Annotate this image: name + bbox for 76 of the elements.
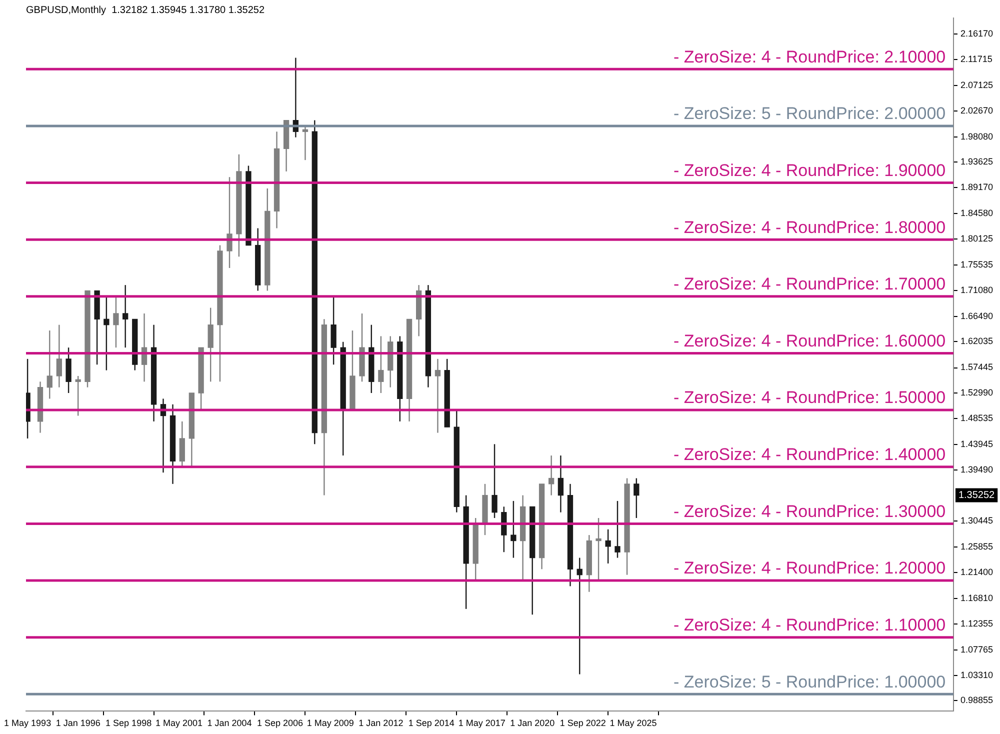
y-tick-label: 1.84580 [960, 208, 994, 218]
y-tick-label: 1.30445 [960, 516, 994, 526]
x-tick-label: 1 Jan 2020 [510, 718, 555, 728]
y-tick-label: 1.39490 [960, 464, 994, 474]
x-tick-label: 1 Sep 1998 [106, 718, 152, 728]
candlestick [330, 296, 336, 366]
y-tick-label: 1.62035 [960, 336, 994, 346]
candlestick [226, 176, 232, 269]
y-tick-label: 0.98855 [960, 695, 994, 706]
y-tick-label: 1.57445 [960, 362, 994, 372]
candlestick [378, 336, 384, 394]
y-tick-label: 1.12355 [960, 618, 994, 628]
y-tick-label: 1.98080 [960, 131, 994, 142]
x-tick-label: 1 May 1993 [4, 718, 52, 728]
y-tick-label: 1.07765 [960, 644, 994, 655]
candlestick [576, 557, 582, 675]
ref-line-label: - ZeroSize: 4 - RoundPrice: 1.40000 [673, 445, 946, 464]
candlestick [75, 375, 81, 416]
x-tick-label: 1 Sep 2022 [560, 718, 606, 728]
x-tick-label: 1 May 2009 [306, 718, 354, 728]
candlestick [122, 284, 128, 348]
ref-line-label: - ZeroSize: 5 - RoundPrice: 1.00000 [673, 672, 946, 692]
candlestick [548, 454, 554, 496]
text: 1.35252 [958, 490, 996, 502]
ref-line-label: - ZeroSize: 4 - RoundPrice: 1.60000 [673, 331, 946, 350]
y-tick-label: 2.02670 [960, 105, 994, 116]
y-tick-label: 2.07125 [960, 80, 994, 90]
ref-line-label: - ZeroSize: 4 - RoundPrice: 1.30000 [673, 502, 946, 521]
x-tick-label: 1 Jan 1996 [56, 718, 100, 728]
x-tick-label: 1 Jan 2012 [358, 718, 404, 728]
x-tick-label: 1 Sep 2006 [256, 718, 304, 728]
y-tick-label: 2.11715 [960, 54, 992, 64]
candlestick [558, 454, 564, 513]
x-tick-label: 1 Sep 2014 [408, 718, 454, 728]
candlestick [113, 296, 119, 348]
candlestick [434, 358, 441, 434]
ref-line-label: - ZeroSize: 4 - RoundPrice: 1.50000 [673, 388, 946, 408]
ref-line-label: - ZeroSize: 4 - RoundPrice: 1.80000 [673, 218, 946, 237]
y-tick-label: 2.16170 [960, 28, 994, 39]
y-tick-label: 1.71080 [960, 284, 994, 295]
y-tick-label: 1.75535 [960, 259, 994, 270]
candlestick [492, 444, 498, 519]
candlestick [605, 528, 611, 564]
candlestick [510, 500, 516, 558]
ref-line-label: - ZeroSize: 5 - RoundPrice: 2.00000 [673, 104, 946, 124]
ref-line-label: - ZeroSize: 4 - RoundPrice: 1.20000 [673, 558, 946, 578]
candlestick [614, 500, 620, 558]
candlestick [179, 420, 185, 468]
candlestick [66, 346, 72, 394]
y-tick-label: 1.66490 [960, 310, 994, 321]
candlestick [302, 125, 308, 161]
y-tick-label: 1.93625 [960, 156, 994, 167]
ref-line-label: - ZeroSize: 4 - RoundPrice: 1.90000 [673, 160, 946, 180]
candlestick [104, 296, 110, 371]
candlestick [46, 330, 52, 400]
x-tick-label: 1 May 2025 [610, 718, 657, 728]
candlestick [596, 517, 602, 582]
ref-line-label: - ZeroSize: 4 - RoundPrice: 1.10000 [673, 616, 946, 635]
x-tick-label: 1 Jan 2004 [207, 718, 252, 728]
ref-line-label: - ZeroSize: 4 - RoundPrice: 2.10000 [673, 47, 946, 66]
ref-line-label: - ZeroSize: 4 - RoundPrice: 1.70000 [673, 274, 946, 294]
y-tick-label: 1.25855 [960, 542, 994, 552]
y-tick-label: 1.89170 [960, 182, 994, 192]
y-tick-label: 1.21400 [960, 567, 994, 578]
y-tick-label: 1.16810 [960, 593, 994, 604]
y-tick-label: 1.52990 [960, 388, 994, 398]
chart-title: GBPUSD,Monthly 1.32182 1.35945 1.31780 1.35252 [26, 4, 265, 16]
candlestick [634, 478, 640, 519]
candlestick [56, 324, 62, 388]
y-tick-label: 1.03310 [960, 670, 994, 680]
y-tick-label: 1.43945 [960, 438, 994, 449]
y-tick-label: 1.80125 [960, 233, 994, 244]
x-tick-label: 1 May 2001 [155, 718, 202, 728]
y-tick-label: 1.48535 [960, 412, 994, 423]
x-tick-label: 1 May 2017 [458, 718, 506, 728]
candlestick [208, 307, 214, 382]
